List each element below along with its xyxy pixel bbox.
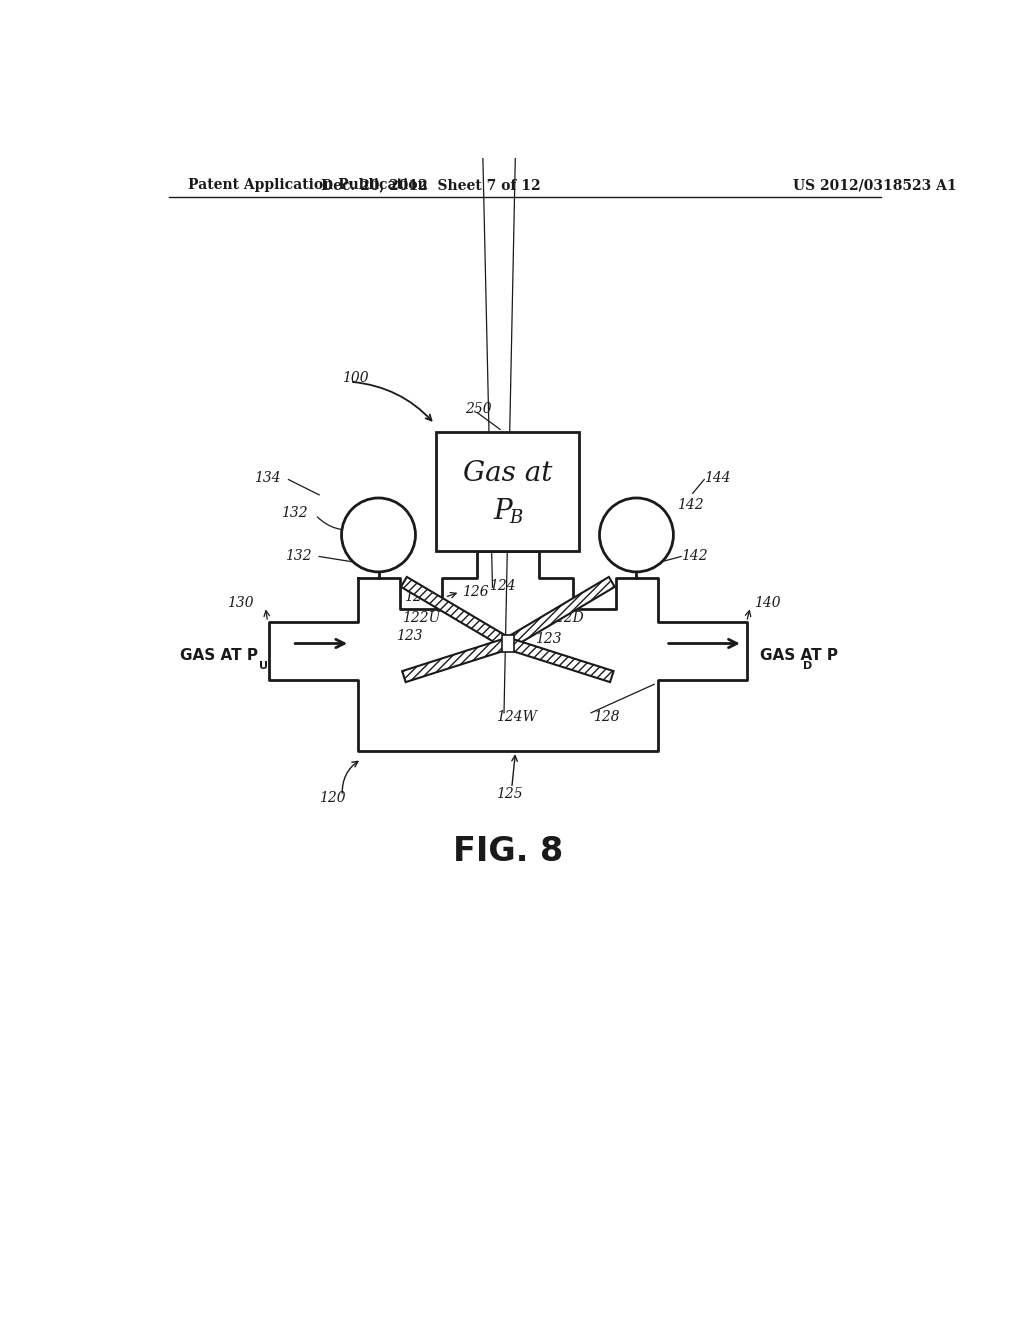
Text: 142: 142 xyxy=(681,549,708,564)
Text: 122U: 122U xyxy=(402,611,440,626)
Text: Patent Application Publication: Patent Application Publication xyxy=(188,178,428,193)
Polygon shape xyxy=(505,577,614,648)
Text: 134: 134 xyxy=(254,471,281,484)
Text: 126: 126 xyxy=(462,585,488,599)
Text: 142: 142 xyxy=(677,498,703,512)
Text: Gas at: Gas at xyxy=(463,461,553,487)
Text: B: B xyxy=(509,508,522,527)
Text: 124: 124 xyxy=(488,578,515,593)
Text: 144: 144 xyxy=(705,471,731,484)
Text: 123: 123 xyxy=(396,628,423,643)
Text: 127: 127 xyxy=(403,590,430,605)
Circle shape xyxy=(342,498,416,572)
FancyBboxPatch shape xyxy=(502,635,514,652)
Polygon shape xyxy=(402,638,510,682)
Text: 250: 250 xyxy=(466,401,493,416)
Polygon shape xyxy=(401,577,511,648)
Circle shape xyxy=(599,498,674,572)
Text: 140: 140 xyxy=(755,595,781,610)
Text: 122D: 122D xyxy=(547,611,584,626)
Polygon shape xyxy=(269,552,746,751)
Text: 124W: 124W xyxy=(497,710,538,723)
Text: 128: 128 xyxy=(593,710,620,723)
Text: US 2012/0318523 A1: US 2012/0318523 A1 xyxy=(793,178,956,193)
Text: FIG. 8: FIG. 8 xyxy=(453,836,563,869)
Text: U: U xyxy=(259,661,268,671)
Text: 125: 125 xyxy=(497,787,523,801)
Text: GAS AT P: GAS AT P xyxy=(761,648,839,663)
Text: 100: 100 xyxy=(342,371,369,385)
Text: 120: 120 xyxy=(319,791,346,804)
Text: Dec. 20, 2012  Sheet 7 of 12: Dec. 20, 2012 Sheet 7 of 12 xyxy=(322,178,541,193)
Text: GAS AT P: GAS AT P xyxy=(179,648,258,663)
Text: D: D xyxy=(803,661,812,671)
Text: P: P xyxy=(494,498,512,525)
Text: 123: 123 xyxy=(535,632,561,645)
Text: 130: 130 xyxy=(227,595,254,610)
FancyBboxPatch shape xyxy=(436,432,579,552)
Polygon shape xyxy=(506,638,613,682)
Text: 132: 132 xyxy=(285,549,311,564)
Text: 132: 132 xyxy=(281,506,307,520)
